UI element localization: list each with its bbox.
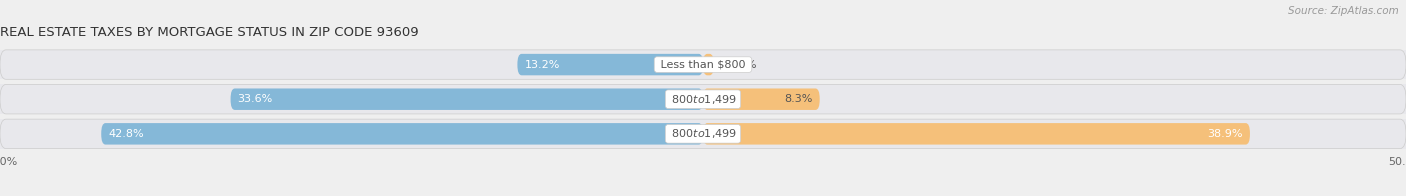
FancyBboxPatch shape xyxy=(703,123,1250,145)
Text: $800 to $1,499: $800 to $1,499 xyxy=(668,127,738,140)
Text: 13.2%: 13.2% xyxy=(524,60,560,70)
Bar xyxy=(0,84,1406,114)
FancyBboxPatch shape xyxy=(101,123,703,145)
Bar xyxy=(0,50,1406,79)
Text: 42.8%: 42.8% xyxy=(108,129,143,139)
Text: 0.77%: 0.77% xyxy=(721,60,756,70)
Text: Less than $800: Less than $800 xyxy=(657,60,749,70)
Text: $800 to $1,499: $800 to $1,499 xyxy=(668,93,738,106)
Text: 38.9%: 38.9% xyxy=(1208,129,1243,139)
FancyBboxPatch shape xyxy=(231,88,703,110)
FancyBboxPatch shape xyxy=(0,50,1406,79)
Text: 8.3%: 8.3% xyxy=(785,94,813,104)
FancyBboxPatch shape xyxy=(0,119,1406,149)
Text: Source: ZipAtlas.com: Source: ZipAtlas.com xyxy=(1288,6,1399,16)
FancyBboxPatch shape xyxy=(703,54,714,75)
Bar xyxy=(0,119,1406,149)
FancyBboxPatch shape xyxy=(0,84,1406,114)
Text: 33.6%: 33.6% xyxy=(238,94,273,104)
FancyBboxPatch shape xyxy=(703,88,820,110)
FancyBboxPatch shape xyxy=(517,54,703,75)
Text: REAL ESTATE TAXES BY MORTGAGE STATUS IN ZIP CODE 93609: REAL ESTATE TAXES BY MORTGAGE STATUS IN … xyxy=(0,26,419,39)
